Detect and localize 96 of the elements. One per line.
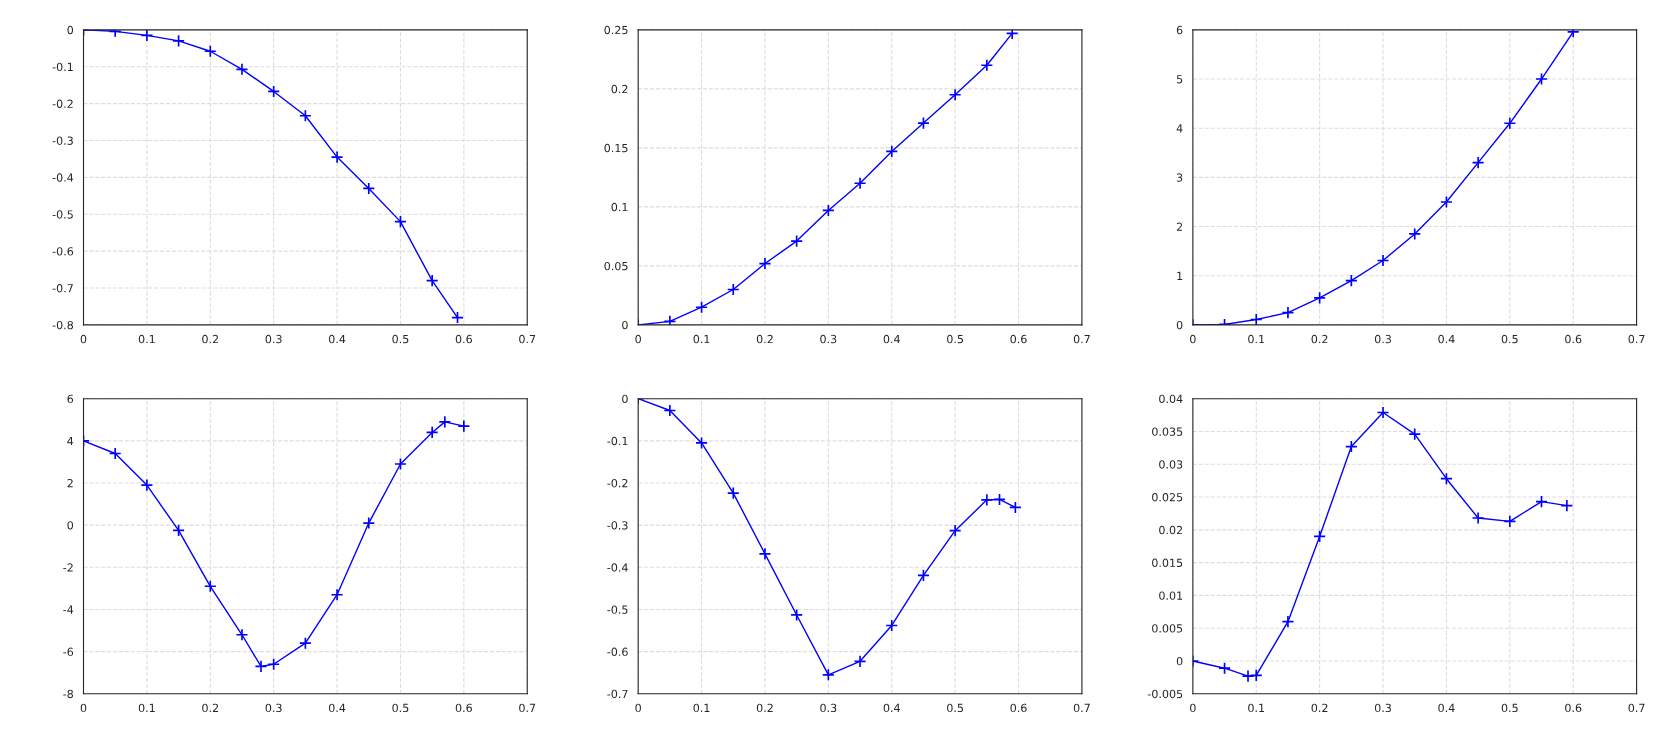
x-tick-label: 0.3 <box>820 703 837 713</box>
y-tick-label: -0.8 <box>52 320 74 330</box>
y-tick-label: -0.005 <box>1147 689 1183 699</box>
y-tick-label: -0.4 <box>52 173 74 182</box>
x-tick-label: 0.6 <box>1565 703 1582 713</box>
x-tick-label: 0.1 <box>1248 334 1265 344</box>
y-tick-label: -0.5 <box>607 605 628 614</box>
x-tick-label: 0 <box>1190 334 1196 344</box>
x-tick-label: 0 <box>80 334 87 344</box>
x-tick-label: 0.2 <box>202 334 219 344</box>
y-tick-label: -2 <box>63 563 73 572</box>
y-tick-label: 3 <box>1176 173 1183 182</box>
x-tick-label: 0.2 <box>756 334 773 344</box>
x-tick-label: 0.1 <box>1248 703 1265 713</box>
y-tick-label: 0 <box>1176 656 1183 666</box>
y-tick-label: -0.2 <box>52 99 73 108</box>
y-tick-label: -0.6 <box>52 247 74 256</box>
y-tick-label: -0.3 <box>52 136 73 145</box>
y-tick-label: -0.7 <box>607 689 628 699</box>
x-tick-label: 0.7 <box>1073 703 1090 713</box>
y-tick-label: -0.1 <box>52 62 73 72</box>
y-tick-label: 0.15 <box>604 143 628 153</box>
x-tick-label: 0.4 <box>328 334 346 344</box>
x-tick-label: 0.6 <box>1010 703 1027 713</box>
x-tick-label: 0.6 <box>455 334 472 344</box>
x-tick-label: 0.1 <box>693 334 710 344</box>
x-tick-label: 0.7 <box>1628 334 1645 344</box>
x-tick-label: 0 <box>635 703 641 713</box>
y-tick-label: 0.03 <box>1159 460 1183 469</box>
x-tick-label: 0.4 <box>883 334 900 344</box>
y-tick-label: -8 <box>63 689 74 699</box>
y-tick-label: 0 <box>1176 320 1183 330</box>
x-tick-label: 0.5 <box>1501 334 1518 344</box>
y-tick-label: 0.015 <box>1152 558 1183 568</box>
x-tick-label: 0.7 <box>1628 703 1645 713</box>
x-tick-label: 0.6 <box>1565 334 1582 344</box>
y-tick-label: 0.1 <box>611 202 628 212</box>
x-tick-label: 0.1 <box>138 703 155 713</box>
x-tick-label: 0 <box>80 703 87 713</box>
x-tick-label: 0.2 <box>1311 703 1328 713</box>
x-tick-label: 0 <box>1190 703 1196 713</box>
x-tick-label: 0.3 <box>1374 334 1391 344</box>
y-tick-label: 6 <box>67 394 74 404</box>
y-tick-label: 0.01 <box>1159 591 1183 600</box>
x-tick-label: 0.5 <box>1501 703 1518 713</box>
x-tick-label: 0.5 <box>392 703 409 713</box>
y-tick-label: 0.025 <box>1152 493 1183 502</box>
x-tick-label: 0.6 <box>1010 334 1027 344</box>
y-tick-label: 0 <box>622 320 628 330</box>
y-tick-label: 2 <box>1176 222 1183 231</box>
x-tick-label: 0.3 <box>265 703 282 713</box>
x-tick-label: 0.1 <box>138 334 155 344</box>
x-tick-label: 0.2 <box>756 703 773 713</box>
x-tick-label: 0.7 <box>519 703 536 713</box>
x-tick-label: 0.4 <box>1438 703 1455 713</box>
x-tick-label: 0.3 <box>1374 703 1391 713</box>
y-tick-label: -4 <box>63 605 74 614</box>
y-tick-label: 0.25 <box>604 25 628 35</box>
x-tick-label: 0.7 <box>519 334 536 344</box>
y-tick-label: 0.04 <box>1159 394 1183 404</box>
x-tick-label: 0.5 <box>947 334 963 344</box>
y-tick-label: 0 <box>622 394 628 404</box>
x-tick-label: 0 <box>635 334 641 344</box>
y-tick-label: 0 <box>67 25 74 35</box>
y-tick-label: 4 <box>67 436 74 446</box>
x-tick-label: 0.3 <box>265 334 282 344</box>
y-tick-label: -0.6 <box>607 647 628 656</box>
x-tick-label: 0.1 <box>693 703 710 713</box>
x-tick-label: 0.6 <box>455 703 472 713</box>
x-tick-label: 0.4 <box>328 703 346 713</box>
y-tick-label: 6 <box>1176 25 1183 35</box>
y-tick-label: 0.035 <box>1152 427 1183 436</box>
y-tick-label: 0.005 <box>1152 624 1183 633</box>
y-tick-label: -0.7 <box>52 284 73 293</box>
y-tick-label: 1 <box>1177 271 1183 280</box>
y-tick-label: 0.02 <box>1159 525 1183 535</box>
y-tick-label: 5 <box>1176 75 1183 84</box>
y-tick-label: 2 <box>67 478 73 488</box>
y-tick-label: 0.2 <box>611 84 628 94</box>
y-tick-label: -0.1 <box>607 436 628 446</box>
x-tick-label: 0.2 <box>1311 334 1328 344</box>
x-tick-label: 0.5 <box>392 334 409 344</box>
x-tick-label: 0.5 <box>947 703 963 713</box>
x-tick-label: 0.4 <box>1438 334 1455 344</box>
y-tick-label: 0 <box>67 521 74 530</box>
y-tick-label: -0.4 <box>607 563 628 572</box>
y-tick-label: -6 <box>63 647 74 656</box>
x-tick-label: 0.4 <box>883 703 900 713</box>
x-tick-label: 0.7 <box>1073 334 1090 344</box>
y-tick-label: 4 <box>1176 124 1183 133</box>
x-tick-label: 0.3 <box>820 334 837 344</box>
y-tick-label: -0.5 <box>52 210 73 219</box>
y-tick-label: 0.05 <box>604 261 628 271</box>
y-tick-label: -0.3 <box>607 521 628 530</box>
y-tick-label: -0.2 <box>607 478 628 488</box>
x-tick-label: 0.2 <box>202 703 219 713</box>
